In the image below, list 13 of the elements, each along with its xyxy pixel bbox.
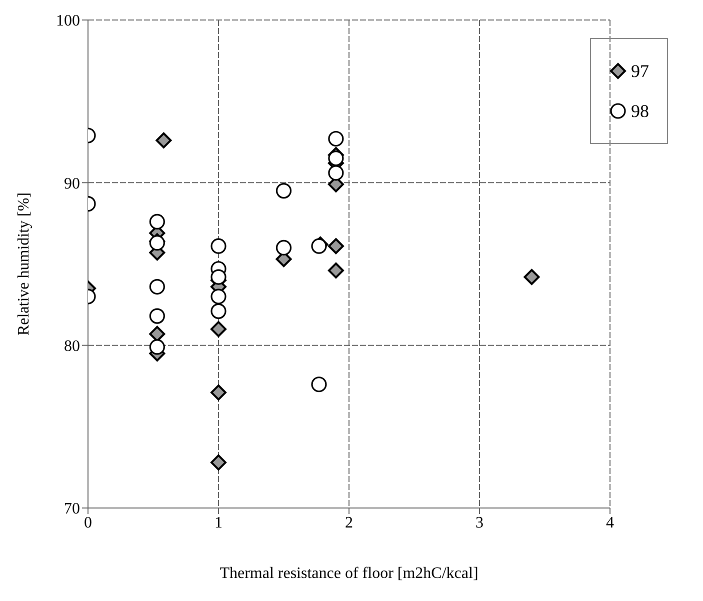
y-tick-label: 100 bbox=[56, 12, 80, 30]
y-tick-label: 90 bbox=[64, 175, 80, 192]
y-tick-label: 70 bbox=[64, 500, 80, 518]
y-tick-label: 80 bbox=[64, 338, 80, 356]
legend-label: 98 bbox=[631, 100, 649, 122]
x-tick-label: 1 bbox=[214, 514, 222, 532]
x-tick-label: 0 bbox=[84, 514, 92, 532]
y-axis-title: Relative humidity [%] bbox=[16, 192, 33, 336]
x-axis-title: Thermal resistance of floor [m2hC/kcal] bbox=[220, 565, 478, 582]
legend-label: 97 bbox=[631, 60, 649, 82]
x-tick-label: 2 bbox=[345, 514, 353, 532]
x-tick-label: 3 bbox=[476, 514, 484, 532]
x-tick-label: 4 bbox=[606, 514, 614, 532]
